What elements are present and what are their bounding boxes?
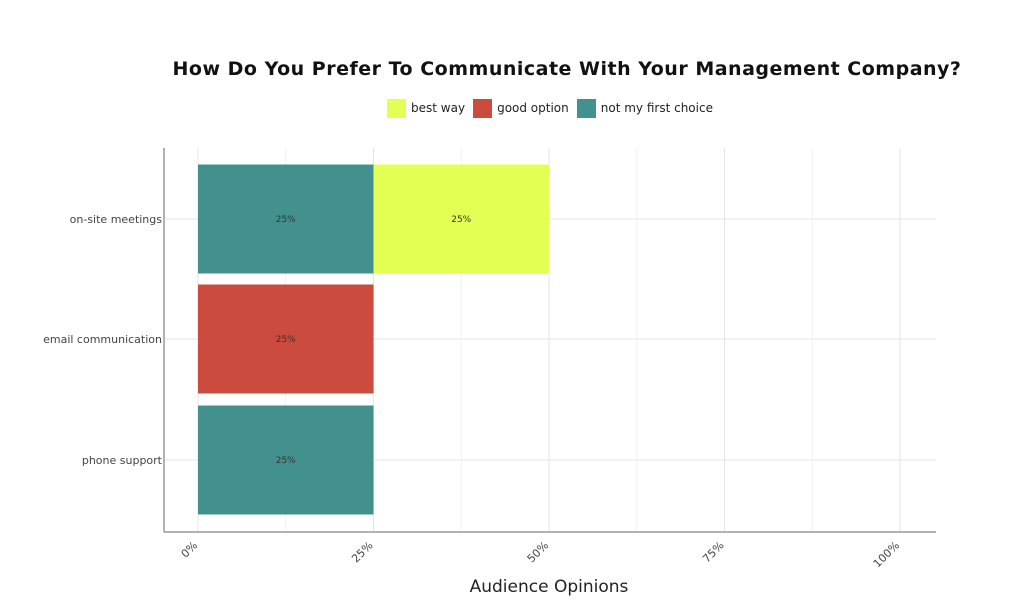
y-tick-label-email-communication: email communication [43,333,162,346]
chart-title: How Do You Prefer To Communicate With Yo… [172,58,962,80]
bar-email-communication-good-option [198,284,374,394]
bar-phone-support-not-my-first-choice [198,405,374,515]
legend: best way good option not my first choice [0,97,1024,119]
legend-item-good-option: good option [473,98,569,118]
y-tick-label-on-site-meetings: on-site meetings [70,213,163,226]
x-tick-label-2: 50% [525,539,551,565]
x-tick-label-3: 75% [700,539,726,565]
legend-item-best-way: best way [387,98,466,118]
data-label-email-communication-good-option: 25% [276,335,296,345]
legend-swatch-not-my-first-choice [576,98,596,118]
legend-label-best-way: best way [411,101,466,115]
data-label-on-site-meetings-best-way: 25% [451,215,471,225]
legend-label-not-my-first-choice: not my first choice [600,101,713,115]
data-label-on-site-meetings-not-my-first-choice: 25% [276,215,296,225]
x-tick-label-0: 0% [179,539,201,561]
data-label-phone-support-not-my-first-choice: 25% [276,456,296,466]
legend-swatch-best-way [387,98,407,118]
x-tick-label-4: 100% [871,539,902,570]
bar-on-site-meetings-not-my-first-choice [198,164,374,274]
legend-item-not-my-first-choice: not my first choice [576,98,713,118]
bar-on-site-meetings-best-way [373,164,549,274]
legend-label-good-option: good option [497,101,569,115]
x-tick-label-1: 25% [349,539,375,565]
x-axis-title: Audience Opinions [470,577,629,597]
legend-swatch-good-option [473,98,493,118]
y-tick-label-phone-support: phone support [82,454,163,467]
